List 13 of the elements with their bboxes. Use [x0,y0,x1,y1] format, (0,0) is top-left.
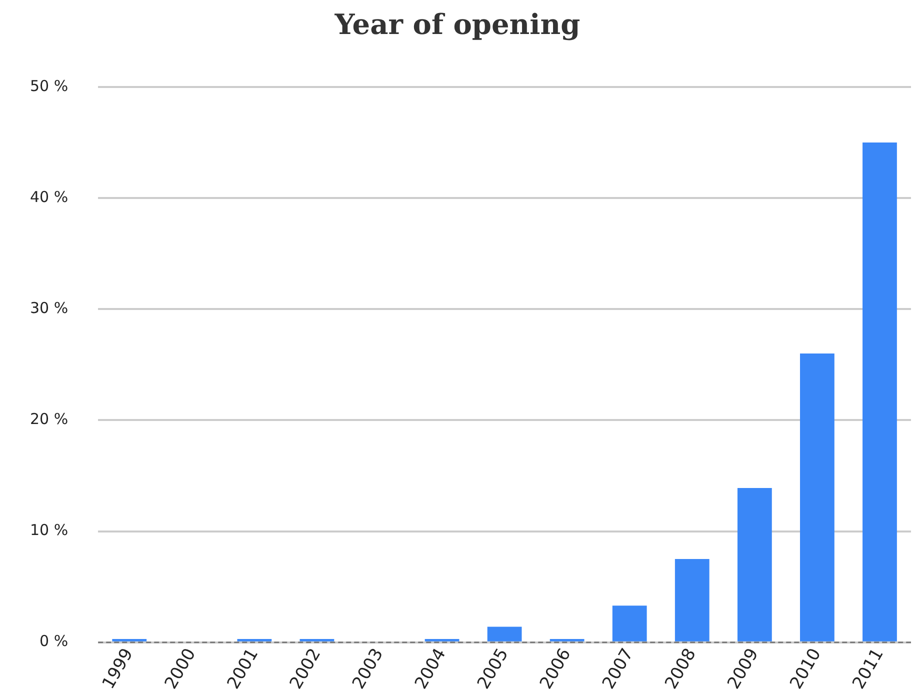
bar [612,606,647,642]
y-tick-label: 30 % [30,299,68,318]
y-tick-label: 50 % [30,76,68,95]
bar [800,354,834,642]
bar [487,626,522,642]
y-tick-label: 40 % [30,188,68,206]
bar [737,488,772,642]
y-tick-label: 20 % [30,410,68,428]
chart-title: Year of opening [334,8,582,43]
y-tick-label: 0 % [40,632,68,650]
y-tick-label: 10 % [30,521,68,540]
bar [862,142,897,642]
bar [674,559,710,642]
